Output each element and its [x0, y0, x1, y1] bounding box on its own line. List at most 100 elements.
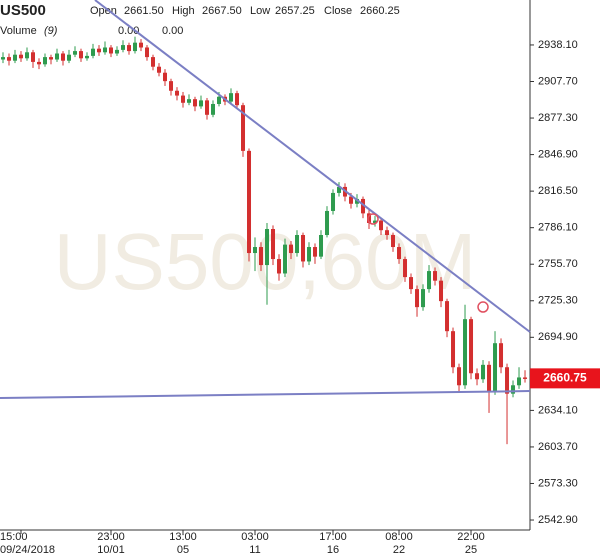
x-tick-label: 08:00 — [385, 531, 413, 543]
y-tick-label: 2846.90 — [538, 148, 578, 160]
candle-body — [523, 377, 528, 379]
candle-body — [139, 42, 144, 48]
candle-body — [277, 259, 282, 274]
candle-body — [517, 377, 522, 386]
candle-body — [229, 93, 234, 102]
y-tick-label: 2786.10 — [538, 222, 578, 234]
candle-body — [25, 52, 30, 59]
ohlc-label: High — [172, 5, 195, 17]
x-tick-date: 10/01 — [97, 544, 125, 556]
candle-body — [451, 331, 456, 368]
x-tick-date: 25 — [465, 544, 477, 556]
x-tick-date: 22 — [393, 544, 405, 556]
x-tick-label: 15:00 — [0, 531, 28, 543]
y-tick-label: 2907.70 — [538, 75, 578, 87]
candle-body — [103, 47, 108, 53]
candle-body — [481, 364, 486, 380]
candle-body — [427, 271, 432, 290]
candle-body — [85, 55, 90, 59]
ohlc-value: 2667.50 — [202, 5, 242, 17]
candle-body — [151, 57, 156, 67]
trend-marker — [477, 301, 489, 313]
candle-body — [187, 99, 192, 103]
candle-body — [397, 247, 402, 260]
watermark: US500,60M — [54, 217, 476, 306]
candle-body — [205, 100, 210, 115]
candle-body — [259, 247, 264, 266]
candle-body — [487, 364, 492, 392]
trend-marker — [367, 213, 379, 225]
y-tick-label: 2634.10 — [538, 404, 578, 416]
candle-body — [415, 289, 420, 308]
candle-body — [271, 228, 276, 260]
candle-body — [433, 271, 438, 281]
candle-body — [43, 57, 48, 65]
x-tick-label: 17:00 — [319, 531, 347, 543]
candle-body — [199, 100, 204, 107]
ohlc-value: 2660.25 — [360, 5, 400, 17]
candle-body — [283, 244, 288, 274]
x-tick-label: 03:00 — [241, 531, 269, 543]
candle-body — [505, 367, 510, 394]
volume-period: (9) — [44, 25, 58, 37]
candle-body — [169, 81, 174, 91]
trend-line — [0, 390, 531, 400]
y-tick-label: 2694.90 — [538, 331, 578, 343]
candle-body — [319, 235, 324, 257]
candle-body — [379, 220, 384, 231]
candle-body — [355, 198, 360, 204]
candle-body — [193, 99, 198, 107]
price-box — [530, 368, 600, 389]
ohlc-label: Open — [90, 5, 117, 17]
candle-body — [145, 47, 150, 58]
candle-body — [361, 198, 366, 214]
volume-value: 0.00 — [162, 25, 183, 37]
candle-body — [37, 61, 42, 65]
candle-body — [31, 52, 36, 62]
price-label: 2660.75 — [543, 371, 587, 385]
y-tick-label: 2877.30 — [538, 112, 578, 124]
x-tick-date: 05 — [177, 544, 189, 556]
candle-body — [127, 45, 132, 52]
candle-body — [421, 289, 426, 308]
candle-body — [121, 45, 126, 50]
y-tick-label: 2573.30 — [538, 477, 578, 489]
candle-body — [499, 343, 504, 368]
candle-body — [457, 367, 462, 386]
x-tick-date: 11 — [249, 544, 260, 556]
candle-body — [235, 93, 240, 106]
candle-body — [157, 66, 162, 73]
candle-body — [241, 105, 246, 151]
y-tick-label: 2725.30 — [538, 295, 578, 307]
x-tick-label: 23:00 — [97, 531, 125, 543]
y-tick-label: 2542.90 — [538, 514, 578, 526]
candle-body — [247, 150, 252, 254]
candle-body — [13, 54, 18, 61]
ohlc-value: 2661.50 — [124, 5, 164, 17]
candle-body — [463, 319, 468, 386]
candle-body — [253, 247, 258, 254]
x-tick-label: 22:00 — [457, 531, 485, 543]
ohlc-value: 2657.25 — [275, 5, 315, 17]
y-tick-label: 2816.50 — [538, 185, 578, 197]
y-tick-label: 2755.70 — [538, 258, 578, 270]
candle-body — [79, 51, 84, 59]
candle-body — [175, 90, 180, 96]
symbol: US500 — [0, 2, 46, 19]
candle-body — [67, 54, 72, 61]
candle-body — [295, 235, 300, 254]
candle-body — [217, 96, 222, 104]
candle-body — [349, 196, 354, 204]
volume-value: 0.00 — [118, 25, 139, 37]
candle-body — [49, 57, 54, 60]
candle-body — [115, 49, 120, 54]
candle-body — [367, 213, 372, 223]
candle-body — [403, 259, 408, 278]
candle-body — [1, 57, 6, 60]
candle-body — [511, 385, 516, 394]
candle-body — [439, 280, 444, 302]
candle-body — [307, 247, 312, 262]
candle-body — [445, 301, 450, 332]
candle-body — [373, 220, 378, 223]
